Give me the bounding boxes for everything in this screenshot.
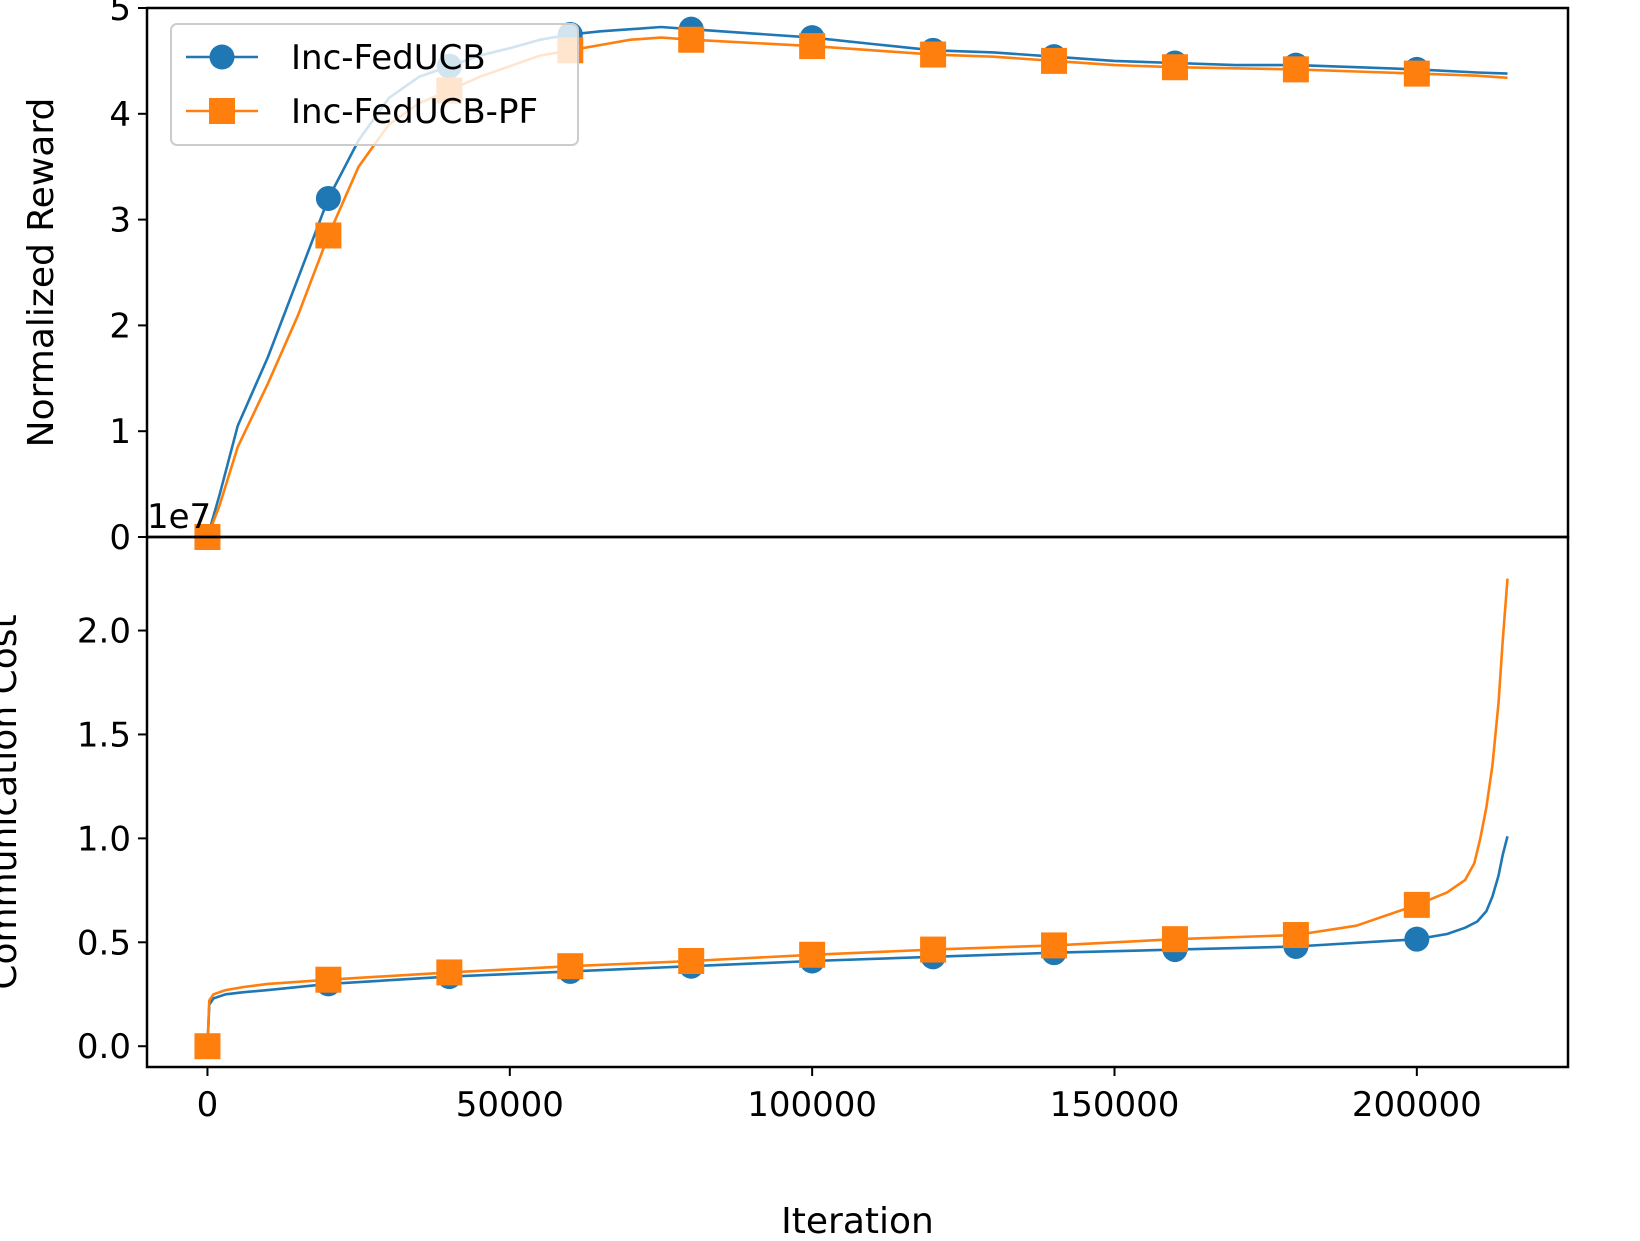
x-tick-label: 0 (197, 1085, 219, 1125)
y-tick-label: 4 (109, 95, 131, 135)
y-tick-label: 1 (109, 412, 131, 452)
legend-box (170, 23, 579, 146)
y-tick-label: 1.0 (77, 819, 131, 859)
data-point (1041, 47, 1068, 74)
data-point (799, 941, 826, 968)
data-point (920, 41, 947, 68)
data-point (1041, 932, 1068, 959)
data-point (1161, 926, 1188, 953)
x-tick-label: 150000 (1050, 1085, 1180, 1125)
y-tick-label: 1.5 (77, 715, 131, 755)
communication-cost-panel: 0.0 0.5 1.0 1.5 2.0 Communication Cost 0 50000 1… (0, 535, 1570, 1241)
x-tick-label: 200000 (1352, 1085, 1482, 1125)
data-point (678, 26, 705, 53)
data-point (799, 33, 826, 60)
y-tick-label: 0 (109, 518, 131, 558)
data-point (436, 959, 463, 986)
data-point (194, 1033, 221, 1060)
y-axis-label: Normalized Reward (21, 98, 62, 448)
data-point (315, 185, 341, 211)
x-tick-label: 100000 (747, 1085, 877, 1125)
data-point (1282, 56, 1309, 83)
y-axis-label: Communication Cost (0, 614, 25, 989)
y-tick-label: 0.0 (77, 1027, 131, 1067)
y-tick-label: 0.5 (77, 923, 131, 963)
series-line-1 (206, 835, 1509, 1047)
legend-label: Inc-FedUCB (291, 38, 486, 78)
data-point (678, 948, 705, 974)
data-point (1161, 54, 1188, 81)
data-point (557, 953, 584, 980)
plot-frame (145, 535, 1570, 1069)
data-point (315, 966, 342, 993)
y-tick-label: 2 (109, 306, 131, 346)
data-point (920, 936, 947, 963)
y-tick-label: 3 (109, 201, 131, 241)
data-point (1404, 926, 1430, 952)
data-point (315, 222, 342, 249)
legend-marker (209, 44, 235, 70)
data-point (1403, 60, 1430, 87)
series-line-2 (206, 578, 1509, 1047)
legend: Inc-FedUCB Inc-FedUCB-PF (170, 23, 579, 146)
y-tick-label: 2.0 (77, 612, 131, 652)
data-point (1282, 922, 1309, 949)
y-tick-label: 5 (109, 0, 131, 29)
legend-label: Inc-FedUCB-PF (291, 92, 538, 132)
data-point (1403, 891, 1430, 918)
x-axis-label: Iteration (781, 1201, 934, 1241)
offset-text: 1e7 (147, 497, 211, 537)
legend-marker (209, 98, 235, 124)
x-tick-label: 50000 (456, 1085, 564, 1125)
